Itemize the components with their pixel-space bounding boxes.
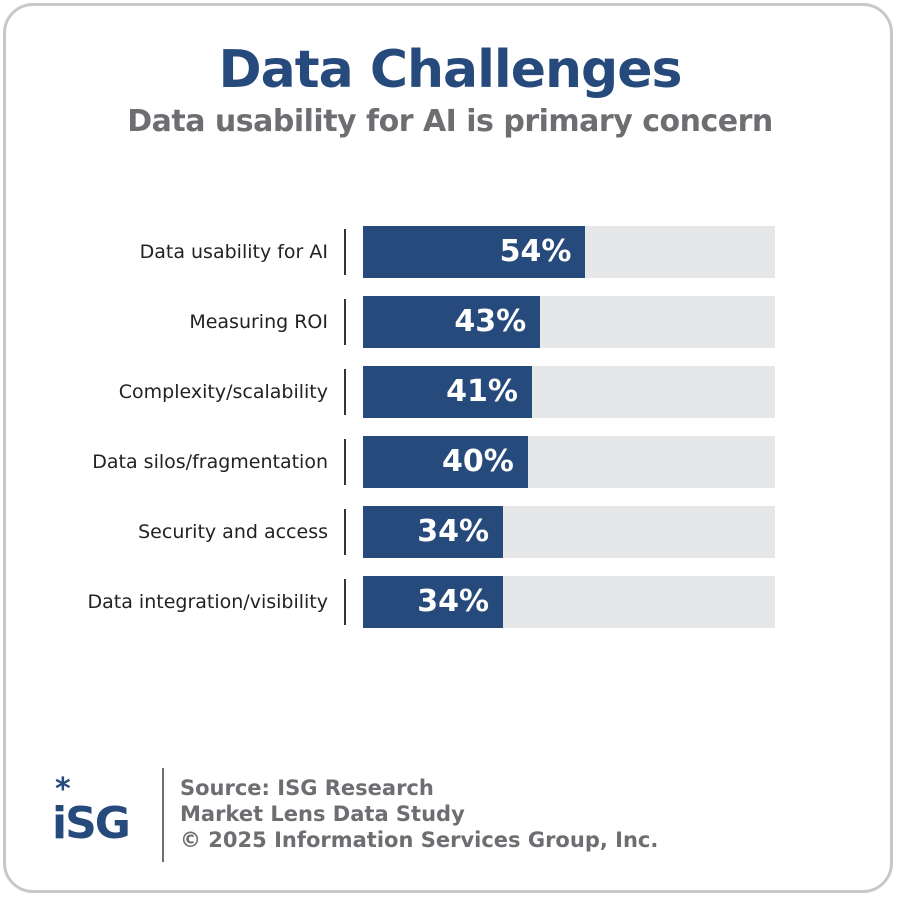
copyright-text: © 2025 Information Services Group, Inc. <box>180 828 659 852</box>
chart-title: Data Challenges <box>218 40 683 100</box>
label-tick <box>344 579 346 625</box>
bar-value-label: 41% <box>446 374 518 409</box>
bar-value-label: 40% <box>441 444 514 479</box>
bar <box>363 506 504 558</box>
category-label: Data silos/fragmentation <box>92 451 328 473</box>
category-label: Data usability for AI <box>139 241 328 263</box>
study-text: Market Lens Data Study <box>180 802 465 826</box>
label-tick <box>344 509 346 555</box>
label-tick <box>344 369 346 415</box>
bar <box>363 366 532 418</box>
bar <box>363 576 504 628</box>
bar-value-label: 34% <box>417 584 490 619</box>
bar <box>363 296 541 348</box>
label-tick <box>344 229 346 275</box>
category-label: Measuring ROI <box>189 311 328 333</box>
category-label: Complexity/scalability <box>118 381 328 403</box>
bar-value-label: 34% <box>417 514 490 549</box>
isg-logo: iSG <box>52 798 131 849</box>
label-tick <box>344 439 346 485</box>
bar <box>363 226 586 278</box>
bar-value-label: 43% <box>454 304 527 339</box>
source-text: Source: ISG Research <box>180 776 434 800</box>
chart-subtitle: Data usability for AI is primary concern <box>127 104 773 139</box>
label-tick <box>344 299 346 345</box>
isg-logo-asterisk: * <box>55 772 71 807</box>
footer-divider <box>162 768 164 862</box>
bar-value-label: 54% <box>499 234 572 269</box>
bar <box>363 436 528 488</box>
category-label: Data integration/visibility <box>87 591 328 613</box>
category-label: Security and access <box>138 521 328 543</box>
